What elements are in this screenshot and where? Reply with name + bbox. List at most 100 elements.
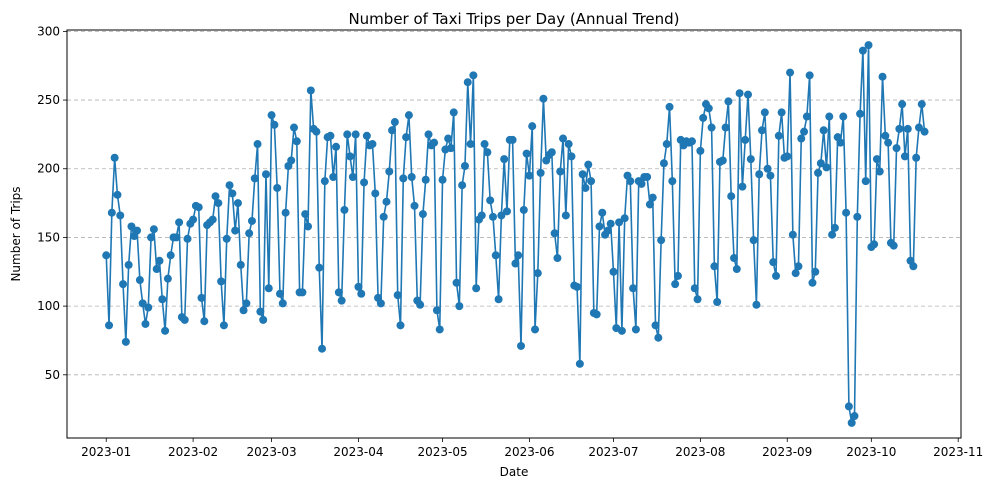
data-point — [819, 126, 828, 135]
data-point — [141, 319, 150, 328]
data-point — [360, 178, 369, 187]
data-point — [732, 265, 741, 274]
data-point — [727, 192, 736, 201]
data-point — [147, 233, 156, 242]
data-point — [769, 258, 778, 267]
data-point — [121, 337, 130, 346]
data-point — [645, 200, 654, 209]
data-point — [135, 276, 144, 285]
data-point — [113, 190, 122, 199]
data-point — [842, 208, 851, 217]
data-point — [830, 223, 839, 232]
data-point — [898, 100, 907, 109]
x-tick-label: 2023-07 — [588, 445, 638, 459]
data-point — [138, 299, 147, 308]
x-tick-label: 2023-06 — [504, 445, 554, 459]
data-point — [225, 181, 234, 190]
data-point — [794, 262, 803, 271]
data-point — [477, 211, 486, 220]
data-point — [595, 222, 604, 231]
y-tick-label: 200 — [37, 162, 60, 176]
data-point — [774, 131, 783, 140]
data-point — [836, 138, 845, 147]
data-point — [903, 124, 912, 133]
data-point — [539, 94, 548, 103]
data-point — [581, 183, 590, 192]
data-point — [127, 222, 136, 231]
data-point — [746, 155, 755, 164]
data-point — [222, 234, 231, 243]
data-point — [278, 299, 287, 308]
y-tick-label: 150 — [37, 230, 60, 244]
data-point — [435, 325, 444, 334]
data-point — [875, 167, 884, 176]
data-point — [858, 46, 867, 55]
data-point — [236, 260, 245, 269]
data-point — [466, 140, 475, 149]
data-point — [724, 97, 733, 106]
data-point — [102, 251, 111, 260]
data-point — [231, 226, 240, 235]
data-point — [861, 177, 870, 186]
data-point — [550, 229, 559, 238]
data-point — [578, 170, 587, 179]
data-point — [116, 211, 125, 220]
data-point — [110, 153, 119, 162]
data-point — [559, 134, 568, 143]
data-point — [144, 303, 153, 312]
data-point — [326, 131, 335, 140]
data-point — [665, 102, 674, 111]
data-point — [402, 133, 411, 142]
data-point — [844, 402, 853, 411]
data-point — [354, 282, 363, 291]
data-point — [486, 196, 495, 205]
x-tick-label: 2023-08 — [675, 445, 725, 459]
data-point — [348, 172, 357, 181]
data-point — [239, 306, 248, 315]
data-point — [430, 138, 439, 147]
data-point — [797, 134, 806, 143]
data-point — [755, 170, 764, 179]
data-point — [458, 181, 467, 190]
data-point — [881, 131, 890, 140]
data-point — [287, 156, 296, 165]
data-point — [693, 295, 702, 304]
data-point — [312, 127, 321, 136]
data-point — [256, 307, 265, 316]
data-point — [788, 230, 797, 239]
data-point — [573, 282, 582, 291]
data-point — [396, 321, 405, 330]
data-point — [217, 277, 226, 286]
x-tick-label: 2023-05 — [417, 445, 467, 459]
data-point — [301, 210, 310, 219]
data-point — [351, 130, 360, 139]
data-point — [424, 130, 433, 139]
data-point — [631, 325, 640, 334]
data-point — [488, 212, 497, 221]
data-point — [710, 262, 719, 271]
series-line — [105, 44, 926, 424]
data-point — [914, 123, 923, 132]
data-point — [853, 212, 862, 221]
plot-frame — [66, 29, 962, 439]
data-point — [648, 193, 657, 202]
data-point — [786, 68, 795, 77]
x-tick-label: 2023-11 — [933, 445, 983, 459]
data-point — [197, 293, 206, 302]
data-point — [175, 218, 184, 227]
data-point — [735, 89, 744, 98]
data-point — [889, 241, 898, 250]
data-point — [895, 124, 904, 133]
data-point — [811, 267, 820, 276]
data-point — [892, 144, 901, 153]
data-point — [738, 182, 747, 191]
data-point — [687, 137, 696, 146]
data-point — [909, 262, 918, 271]
data-point — [452, 278, 461, 287]
data-point — [242, 299, 251, 308]
data-point — [721, 123, 730, 132]
data-point — [525, 171, 534, 180]
data-point — [584, 160, 593, 169]
data-point — [267, 111, 276, 120]
data-point — [620, 214, 629, 223]
